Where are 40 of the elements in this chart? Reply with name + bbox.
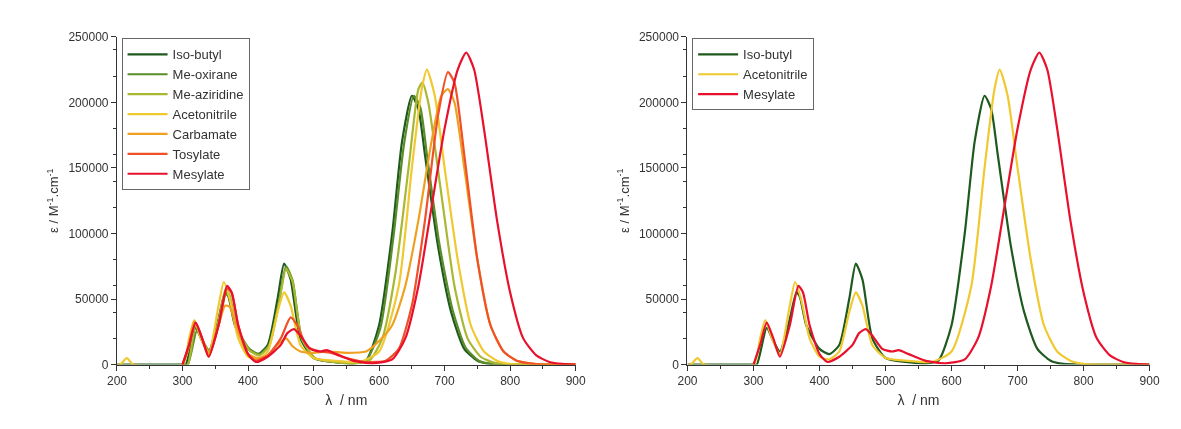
legend-label: Mesylate (172, 166, 225, 182)
x-axis-title: λ / nm (897, 392, 940, 409)
x-tick-label: 500 (303, 374, 324, 389)
legend-label: Acetonitrile (172, 107, 237, 123)
y-tick-label: 50000 (75, 292, 109, 307)
y-tick-label: 200000 (638, 95, 680, 110)
y-tick-label: 250000 (68, 29, 109, 44)
legend-label: Carbamate (172, 127, 237, 143)
x-tick-label: 800 (1073, 374, 1094, 389)
x-tick-label: 300 (172, 374, 193, 389)
y-tick-label: 150000 (638, 161, 680, 176)
y-tick-label: 50000 (645, 292, 680, 307)
x-tick-label: 700 (434, 374, 455, 389)
y-tick-label: 0 (672, 357, 680, 372)
legend-label: Iso-butyl (743, 47, 793, 63)
x-tick-label: 800 (500, 374, 521, 389)
legend-label: Tosylate (172, 146, 221, 162)
x-tick-label: 200 (677, 374, 698, 389)
x-tick-label: 400 (238, 374, 259, 389)
y-tick-label: 100000 (68, 226, 109, 241)
y-tick-label: 0 (101, 357, 109, 372)
x-tick-label: 900 (565, 374, 586, 389)
x-tick-label: 500 (875, 374, 896, 389)
legend-label: Mesylate (743, 87, 796, 103)
x-tick-label: 200 (106, 374, 128, 389)
y-tick-label: 100000 (638, 226, 680, 241)
y-tick-label: 200000 (68, 95, 109, 110)
legend-label: Iso-butyl (172, 47, 222, 63)
y-tick-label: 250000 (638, 29, 680, 44)
legend-label: Me-aziridine (172, 87, 244, 103)
x-tick-label: 900 (1139, 374, 1160, 389)
x-tick-label: 400 (809, 374, 830, 389)
legend-label: Me-oxirane (172, 67, 238, 83)
x-tick-label: 700 (1007, 374, 1028, 389)
x-axis-title: λ / nm (325, 392, 368, 409)
x-tick-label: 300 (743, 374, 764, 389)
y-tick-label: 150000 (68, 161, 109, 176)
legend-label: Acetonitrile (743, 67, 808, 83)
x-tick-label: 600 (941, 374, 962, 389)
x-tick-label: 600 (369, 374, 390, 389)
